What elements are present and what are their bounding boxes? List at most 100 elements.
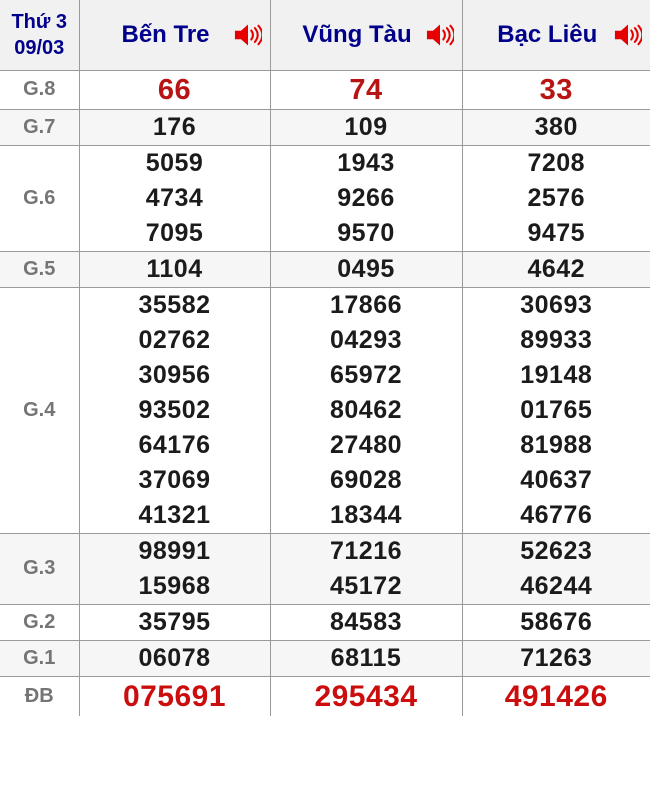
prize-number: 1943 xyxy=(337,148,395,177)
prize-row-g1: G.1 06078 68115 71263 xyxy=(0,639,650,677)
prize-number: 491426 xyxy=(504,679,608,713)
prize-number: 58676 xyxy=(520,607,593,636)
prize-values-g2-ben-tre: 35795 xyxy=(78,603,271,641)
prize-number: 37069 xyxy=(138,465,211,494)
prize-number: 71263 xyxy=(520,643,593,672)
prize-values-g5-vung-tau: 0495 xyxy=(269,250,463,288)
prize-values-g3-bac-lieu: 52623 46244 xyxy=(461,532,650,605)
prize-row-g7: G.7 176 109 380 xyxy=(0,108,650,146)
prize-number: 52623 xyxy=(520,536,593,565)
prize-number: 15968 xyxy=(138,571,211,600)
prize-values-g6-bac-lieu: 7208 2576 9475 xyxy=(461,144,650,252)
prize-number: 4642 xyxy=(527,254,586,283)
prize-label: G.3 xyxy=(0,532,80,605)
province-name[interactable]: Vũng Tàu xyxy=(302,20,412,48)
prize-number: 98991 xyxy=(138,536,211,565)
lottery-results-table: Thứ 3 09/03 Bến Tre Vũng Tàu Bạc Li xyxy=(0,0,650,716)
prize-values-db-vung-tau: 295434 xyxy=(269,675,463,716)
prize-values-db-bac-lieu: 491426 xyxy=(461,675,650,716)
prize-number: 93502 xyxy=(138,395,211,424)
prize-number: 46776 xyxy=(520,500,593,529)
prize-row-db: ĐB 075691 295434 491426 xyxy=(0,675,650,716)
prize-number: 27480 xyxy=(329,430,403,459)
prize-number: 41321 xyxy=(138,500,211,529)
prize-label: G.8 xyxy=(0,69,80,110)
prize-values-g3-vung-tau: 71216 45172 xyxy=(269,532,463,605)
prize-number: 33 xyxy=(539,73,573,106)
prize-number: 35582 xyxy=(138,290,211,319)
prize-number: 109 xyxy=(344,112,388,141)
prize-values-db-ben-tre: 075691 xyxy=(78,675,271,716)
prize-number: 68115 xyxy=(330,643,402,672)
prize-values-g1-vung-tau: 68115 xyxy=(269,639,463,677)
prize-values-g8-ben-tre: 66 xyxy=(78,69,271,110)
prize-number: 01765 xyxy=(520,395,593,424)
speaker-icon[interactable] xyxy=(426,22,455,47)
prize-label: ĐB xyxy=(0,675,80,716)
prize-number: 5059 xyxy=(145,148,204,177)
prize-number: 71216 xyxy=(329,536,403,565)
prize-row-g6: G.6 5059 4734 7095 1943 9266 9570 7208 2576 9475 xyxy=(0,144,650,252)
prize-number: 84583 xyxy=(329,607,403,636)
prize-values-g1-ben-tre: 06078 xyxy=(78,639,271,677)
prize-number: 30956 xyxy=(138,360,211,389)
header-row: Thứ 3 09/03 Bến Tre Vũng Tàu Bạc Li xyxy=(0,0,650,71)
prize-number: 80462 xyxy=(329,395,403,424)
prize-number: 89933 xyxy=(520,325,593,354)
prize-values-g6-vung-tau: 1943 9266 9570 xyxy=(269,144,463,252)
prize-number: 18344 xyxy=(329,500,403,529)
prize-number: 45172 xyxy=(329,571,403,600)
prize-label: G.6 xyxy=(0,144,80,252)
prize-number: 66 xyxy=(157,73,192,106)
prize-number: 30693 xyxy=(520,290,593,319)
prize-label: G.2 xyxy=(0,603,80,641)
prize-number: 295434 xyxy=(314,679,418,713)
prize-values-g1-bac-lieu: 71263 xyxy=(461,639,650,677)
speaker-icon[interactable] xyxy=(614,22,644,47)
prize-values-g4-bac-lieu: 30693 89933 19148 01765 81988 40637 46776 xyxy=(461,286,650,534)
prize-number: 02762 xyxy=(138,325,211,354)
prize-label: G.7 xyxy=(0,108,80,146)
prize-values-g5-ben-tre: 1104 xyxy=(78,250,271,288)
prize-number: 9266 xyxy=(337,183,395,212)
prize-values-g4-vung-tau: 17866 04293 65972 80462 27480 69028 18344 xyxy=(269,286,463,534)
prize-number: 176 xyxy=(152,112,197,141)
prize-number: 65972 xyxy=(329,360,403,389)
province-name[interactable]: Bến Tre xyxy=(121,20,210,48)
prize-number: 04293 xyxy=(329,325,403,354)
prize-values-g7-vung-tau: 109 xyxy=(269,108,463,146)
province-name[interactable]: Bạc Liêu xyxy=(497,20,598,48)
prize-number: 075691 xyxy=(122,679,227,713)
prize-number: 7095 xyxy=(145,218,204,247)
prize-number: 4734 xyxy=(145,183,204,212)
prize-row-g3: G.3 98991 15968 71216 45172 52623 46244 xyxy=(0,532,650,605)
prize-number: 17866 xyxy=(329,290,403,319)
prize-number: 9475 xyxy=(527,218,586,247)
prize-number: 9570 xyxy=(337,218,395,247)
prize-values-g7-bac-lieu: 380 xyxy=(461,108,650,146)
prize-number: 46244 xyxy=(520,571,593,600)
draw-date-cell: Thứ 3 09/03 xyxy=(0,0,80,71)
weekday-label: Thứ 3 xyxy=(11,10,68,33)
prize-number: 35795 xyxy=(138,607,211,636)
prize-row-g4: G.4 35582 02762 30956 93502 64176 37069 41321 1… xyxy=(0,286,650,534)
prize-label: G.5 xyxy=(0,250,80,288)
prize-number: 0495 xyxy=(337,254,395,283)
prize-label: G.4 xyxy=(0,286,80,534)
prize-values-g8-bac-lieu: 33 xyxy=(461,69,650,110)
column-header-ben-tre: Bến Tre xyxy=(78,0,271,71)
prize-number: 81988 xyxy=(520,430,593,459)
prize-values-g6-ben-tre: 5059 4734 7095 xyxy=(78,144,271,252)
prize-values-g3-ben-tre: 98991 15968 xyxy=(78,532,271,605)
prize-number: 74 xyxy=(349,73,383,106)
prize-number: 40637 xyxy=(520,465,593,494)
speaker-icon[interactable] xyxy=(234,22,263,47)
prize-number: 380 xyxy=(534,112,578,141)
prize-values-g2-bac-lieu: 58676 xyxy=(461,603,650,641)
prize-values-g2-vung-tau: 84583 xyxy=(269,603,463,641)
prize-values-g7-ben-tre: 176 xyxy=(78,108,271,146)
column-header-vung-tau: Vũng Tàu xyxy=(269,0,463,71)
prize-values-g4-ben-tre: 35582 02762 30956 93502 64176 37069 41321 xyxy=(78,286,271,534)
prize-number: 2576 xyxy=(527,183,586,212)
prize-number: 19148 xyxy=(520,360,593,389)
